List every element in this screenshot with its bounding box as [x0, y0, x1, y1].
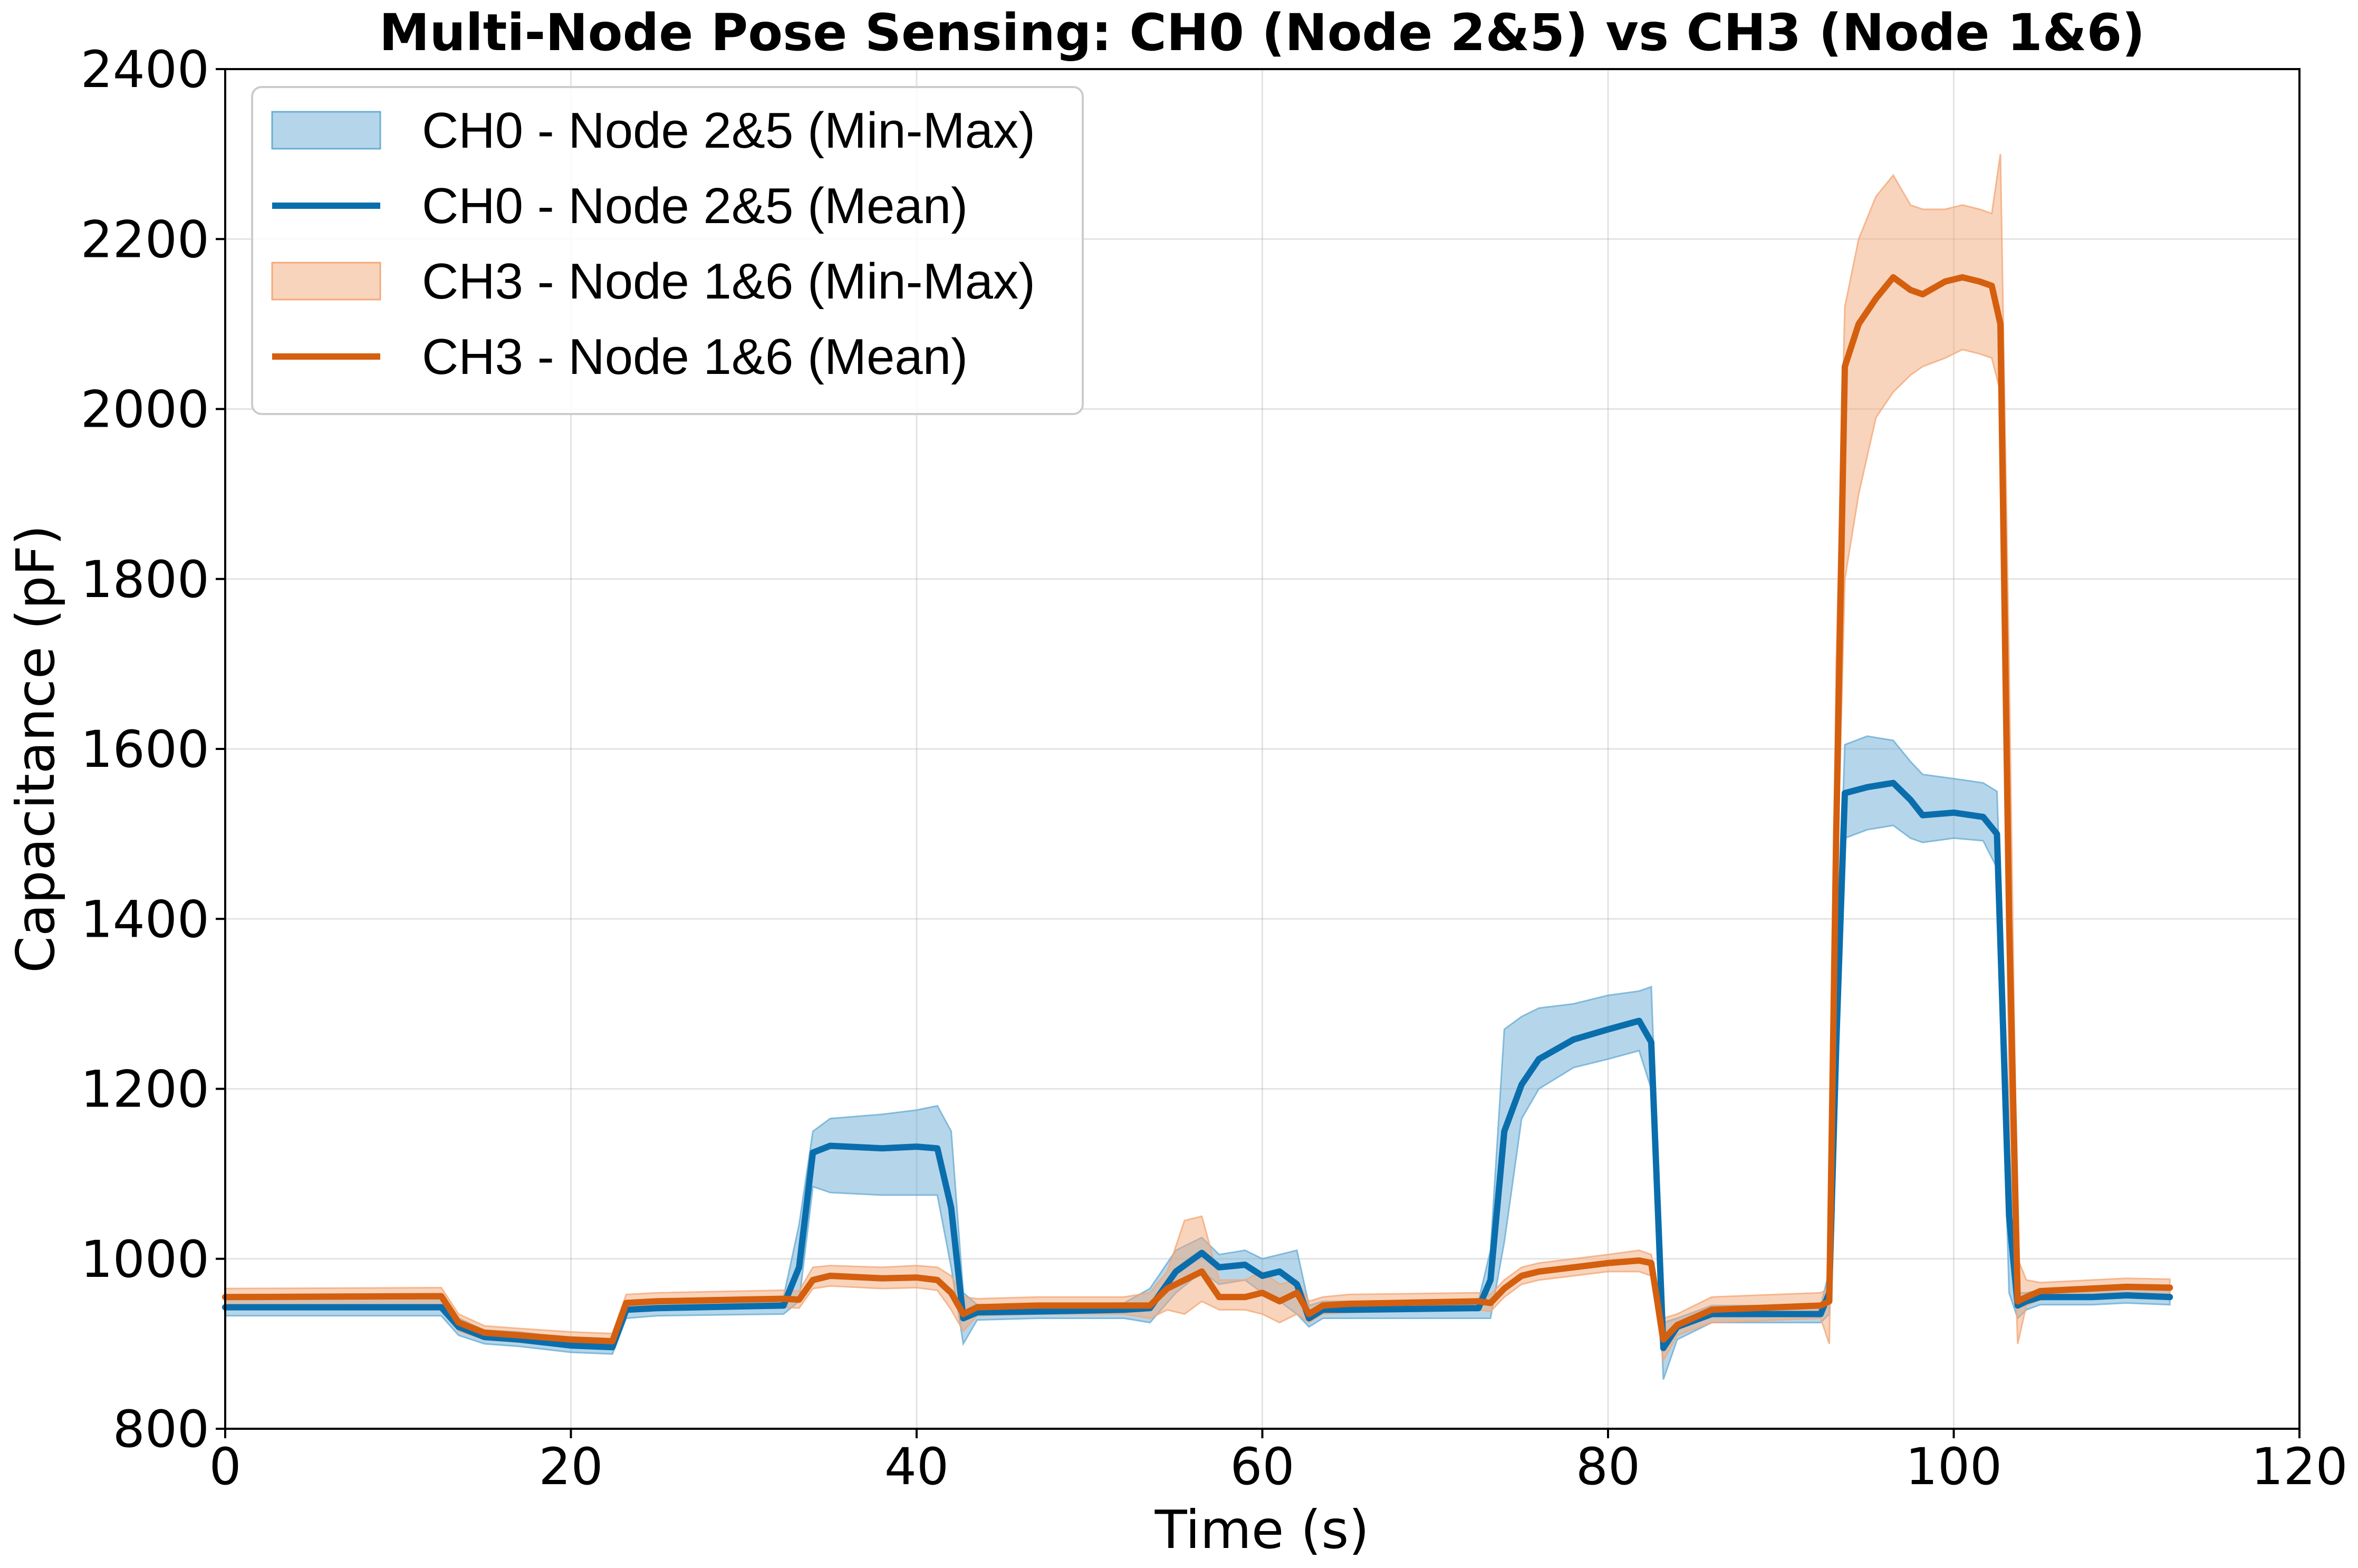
plot-area [222, 153, 2173, 1380]
mean-line-series-0 [222, 780, 2173, 1351]
chart-title: Multi-Node Pose Sensing: CH0 (Node 2&5) … [379, 3, 2145, 62]
legend-entry-label: CH0 - Node 2&5 (Min-Max) [422, 102, 1035, 159]
y-tick-label: 1200 [81, 1060, 209, 1119]
y-tick-label: 800 [113, 1400, 209, 1459]
x-tick-label: 60 [1230, 1437, 1294, 1496]
x-tick-label: 20 [538, 1437, 603, 1496]
x-tick-label: 0 [209, 1437, 241, 1496]
axis-ticks: 0 20 40 60 80 100 120 800 1000 1200 1400 1600 1800 20… [81, 40, 2348, 1496]
x-tick-label: 120 [2251, 1437, 2347, 1496]
x-axis-label: Time (s) [1154, 1499, 1370, 1561]
legend-swatch-band [271, 111, 381, 150]
x-tick-label: 40 [884, 1437, 949, 1496]
y-tick-label: 2200 [81, 210, 209, 269]
y-tick-label: 1400 [81, 890, 209, 949]
y-tick-label: 1600 [81, 720, 209, 779]
y-tick-label: 2400 [81, 40, 209, 99]
legend-entry-label: CH3 - Node 1&6 (Min-Max) [422, 253, 1035, 310]
y-tick-label: 2000 [81, 380, 209, 439]
legend-entry-label: CH3 - Node 1&6 (Mean) [422, 329, 968, 385]
x-tick-label: 100 [1905, 1437, 2002, 1496]
legend-box [251, 86, 1084, 415]
legend: CH0 - Node 2&5 (Min-Max) CH0 - Node 2&5 (… [251, 86, 1084, 415]
y-axis-label: Capacitance (pF) [5, 525, 66, 973]
y-tick-label: 1000 [81, 1230, 209, 1289]
x-tick-label: 80 [1576, 1437, 1640, 1496]
y-tick-label: 1800 [81, 550, 209, 609]
legend-entry-label: CH0 - Node 2&5 (Mean) [422, 178, 968, 234]
legend-swatch-band [271, 262, 381, 301]
mean-line-series-1 [222, 274, 2173, 1344]
